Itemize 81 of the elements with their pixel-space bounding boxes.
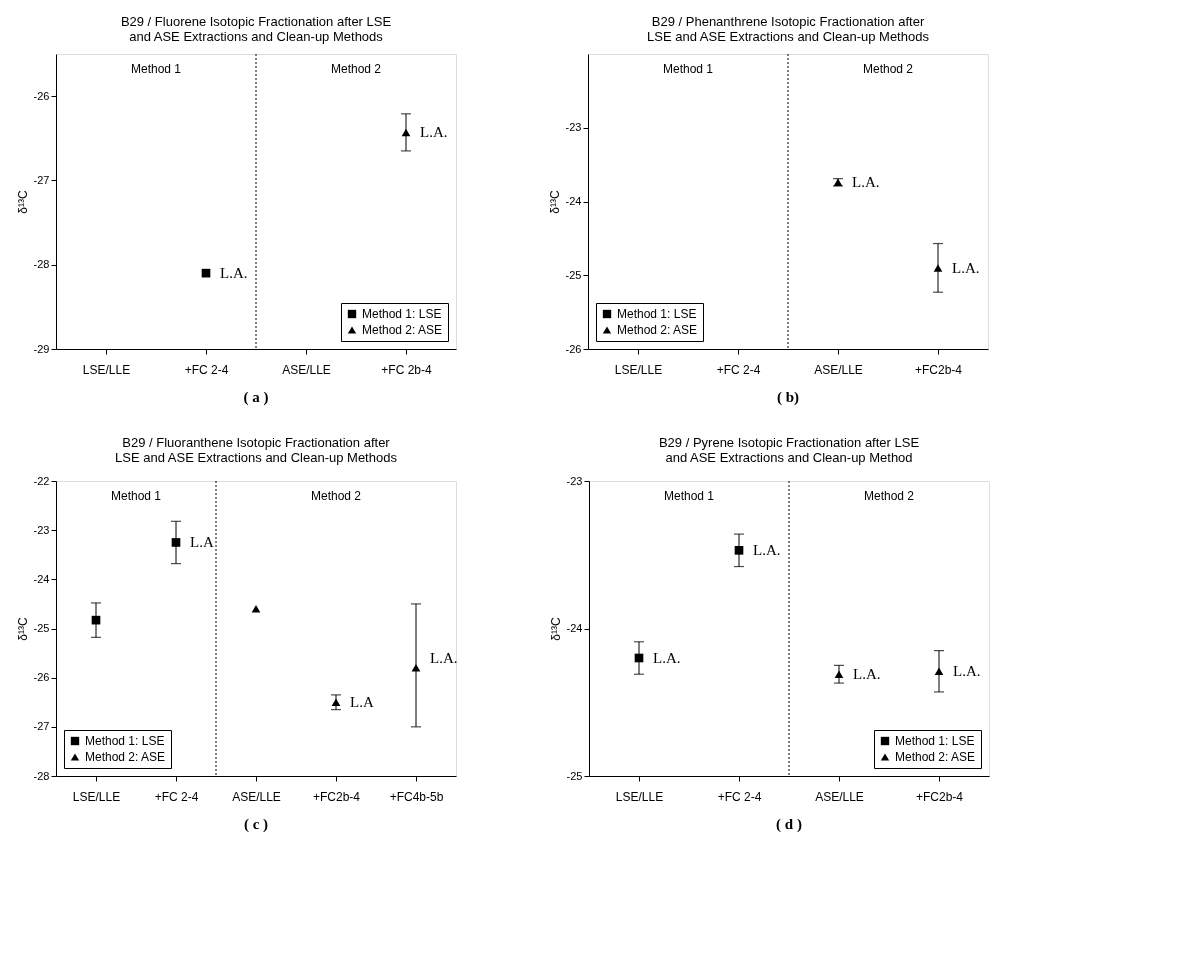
annotation: L.A. [753, 542, 781, 559]
text: ( a ) [243, 389, 269, 406]
chart-title: B29 / Fluoranthene Isotopic Fractionation after LSE and ASE Extractions and Clean-up Methods [115, 435, 398, 465]
y-tick-label: -26 [33, 89, 50, 102]
x-tick-label: LSE/LLE [72, 789, 121, 804]
legend-label: Method 1: LSE [895, 734, 975, 748]
annotation: L.A. [853, 666, 881, 683]
annotation: Method 2 [862, 62, 914, 76]
y-tick-label: -22 [33, 474, 50, 487]
point [834, 670, 844, 678]
legend-label: Method 2: ASE [85, 750, 166, 764]
chart-title: B29 / Pyrene Isotopic Fractionation after LSE and ASE Extractions and Clean-up Method [658, 435, 920, 465]
x-tick-label: ASE/LLE [814, 362, 863, 377]
x-tick-label: +FC 2-4 [716, 362, 761, 377]
y-tick-label: -25 [566, 769, 583, 782]
y-tick-label: -24 [33, 572, 50, 585]
legend-label: Method 1: LSE [617, 307, 697, 321]
legend-label: Method 2: ASE [617, 323, 698, 337]
text: ( c ) [243, 816, 269, 833]
point [734, 545, 744, 555]
y-tick-label: -23 [566, 474, 583, 487]
annotation: L.A. [953, 663, 981, 680]
annotation: L.A [190, 534, 214, 551]
x-tick-label: ASE/LLE [232, 789, 281, 804]
x-tick-label: LSE/LLE [615, 789, 664, 804]
annotation: Method 2 [310, 489, 362, 503]
x-tick-label: +FC 2-4 [154, 789, 199, 804]
y-tick-label: -23 [565, 121, 582, 134]
y-axis-title: δ¹³C [547, 190, 562, 214]
x-tick-label: +FC 2-4 [717, 789, 762, 804]
annotation: Method 2 [330, 62, 382, 76]
text: ( d ) [776, 816, 802, 833]
annotation: Method 1 [663, 489, 715, 503]
y-tick-label: -26 [565, 342, 582, 355]
y-tick-label: -24 [565, 195, 582, 207]
x-tick-label: ASE/LLE [815, 789, 864, 804]
x-tick-label: +FC2b-4 [915, 789, 964, 804]
legend-label: Method 2: ASE [895, 750, 976, 764]
y-tick-label: -28 [33, 258, 50, 271]
legend-label: Method 1: LSE [85, 734, 165, 748]
y-axis-title: δ¹³C [15, 617, 30, 641]
annotation: Method 1 [130, 62, 182, 76]
x-tick-label: ASE/LLE [282, 362, 331, 377]
point [934, 667, 944, 676]
annotation: Method 2 [863, 489, 915, 503]
legend-label: Method 1: LSE [362, 307, 442, 321]
x-tick-label: +FC 2-4 [184, 362, 229, 377]
text: ( b) [776, 389, 800, 406]
y-tick-label: -25 [33, 622, 50, 634]
annotation: Method 1 [110, 489, 162, 503]
x-tick-label: +FC2b-4 [914, 362, 963, 377]
chart-title: B29 / Fluorene Isotopic Fractionation after LSE and ASE Extractions and Clean-up Methods [120, 13, 392, 44]
x-tick-label: +FC2b-4 [312, 789, 361, 804]
annotation: L.A. [653, 650, 681, 666]
y-axis-title: δ¹³C [548, 617, 563, 641]
point [171, 538, 181, 547]
annotation: L.A. [430, 650, 458, 666]
y-tick-label: -27 [33, 720, 50, 733]
x-tick-label: +FC4b-5b [389, 789, 444, 804]
y-tick-label: -27 [33, 173, 50, 186]
y-tick-label: -25 [565, 268, 582, 281]
y-tick-label: -24 [566, 622, 583, 634]
x-tick-label: +FC 2b-4 [381, 362, 432, 377]
annotation: L.A. [220, 265, 248, 282]
x-tick-label: LSE/LLE [82, 362, 131, 377]
y-tick-label: -29 [33, 342, 50, 355]
chart-title: B29 / Phenanthrene Isotopic Fractionation after LSE and ASE Extractions and Clean-up Methods [647, 13, 930, 44]
y-tick-label: -26 [33, 671, 50, 684]
point [331, 698, 341, 706]
annotation: L.A [350, 694, 374, 711]
x-tick-label: LSE/LLE [614, 362, 663, 377]
point [411, 664, 421, 672]
annotation: L.A. [420, 124, 448, 141]
annotation: L.A. [852, 174, 880, 191]
legend-label: Method 2: ASE [362, 323, 443, 337]
y-tick-label: -28 [33, 769, 50, 782]
y-axis-title: δ¹³C [15, 190, 30, 214]
y-tick-label: -23 [33, 523, 50, 536]
annotation: Method 1 [662, 62, 714, 76]
annotation: L.A. [952, 259, 980, 276]
point [251, 605, 261, 613]
